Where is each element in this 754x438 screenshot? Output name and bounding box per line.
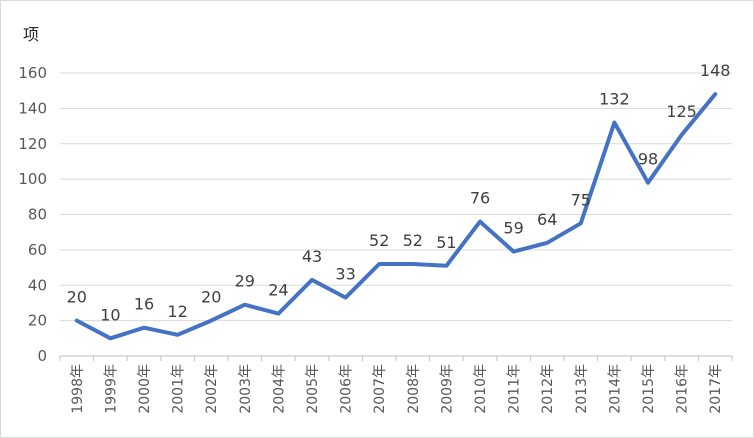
- data-label: 125: [666, 102, 697, 121]
- y-tick-label: 160: [18, 64, 47, 82]
- x-tick-label: 2011年: [507, 364, 523, 414]
- data-label: 51: [436, 233, 456, 252]
- series-line: [74, 92, 718, 341]
- y-tick-label: 40: [28, 276, 47, 294]
- y-tick-labels: 0 20 40 60 80 100 120 140 160: [18, 64, 47, 365]
- data-label: 20: [67, 288, 87, 307]
- data-label: 52: [403, 231, 423, 250]
- data-label: 132: [599, 90, 630, 109]
- x-tick-label: 2006年: [339, 364, 355, 414]
- y-tick-label: 140: [18, 99, 47, 117]
- x-tick-label: 2003年: [238, 364, 254, 414]
- data-label: 52: [369, 231, 389, 250]
- x-tick-label: 2001年: [171, 364, 187, 414]
- data-label: 76: [470, 189, 490, 208]
- y-tick-label: 60: [28, 241, 47, 259]
- data-label: 75: [571, 190, 591, 209]
- x-tick-label: 2010年: [473, 364, 489, 414]
- y-tick-label: 0: [37, 347, 47, 365]
- x-tick-label: 2012年: [540, 364, 556, 414]
- x-tick-label: 2007年: [372, 364, 388, 414]
- y-tick-label: 100: [18, 170, 47, 188]
- gridlines: [60, 72, 732, 322]
- data-label: 59: [503, 219, 523, 238]
- data-labels: 20 10 16 12 20 29 24 43 33 52 52 51 76 59 64 75 132 98 125…: [67, 61, 731, 324]
- x-tick-label: 2002年: [204, 364, 220, 414]
- data-label: 43: [302, 247, 322, 266]
- data-label: 33: [335, 265, 355, 284]
- x-tick-label: 2008年: [406, 364, 422, 414]
- x-tick-label: 2014年: [607, 364, 623, 414]
- x-tick-label: 2004年: [271, 364, 287, 414]
- y-tick-label: 120: [18, 135, 47, 153]
- data-label: 10: [100, 305, 120, 324]
- data-label: 64: [537, 210, 557, 229]
- data-label: 24: [268, 281, 288, 300]
- data-label: 20: [201, 288, 221, 307]
- x-tick-label: 2013年: [574, 364, 590, 414]
- y-tick-label: 80: [28, 206, 47, 224]
- data-label: 29: [235, 272, 255, 291]
- x-tick-label: 1999年: [103, 364, 119, 414]
- data-label: 98: [638, 150, 658, 169]
- x-tick-label: 2005年: [305, 364, 321, 414]
- axes: [59, 355, 733, 361]
- data-label: 12: [167, 302, 187, 321]
- x-tick-label: 2017年: [708, 364, 724, 414]
- x-tick-label: 2009年: [439, 364, 455, 414]
- x-tick-label: 2016年: [675, 364, 691, 414]
- x-tick-label: 1998年: [70, 364, 86, 414]
- y-axis-label: 项: [23, 25, 39, 44]
- series-lines: [74, 92, 718, 341]
- data-label: 16: [134, 295, 154, 314]
- x-tick-label: 2015年: [641, 364, 657, 414]
- x-tick-label: 2000年: [137, 364, 153, 414]
- y-tick-label: 20: [28, 312, 47, 330]
- x-tick-labels: 1998年 1999年 2000年 2001年 2002年 2003年 2004年 2005年…: [70, 364, 724, 414]
- data-label: 148: [700, 61, 731, 80]
